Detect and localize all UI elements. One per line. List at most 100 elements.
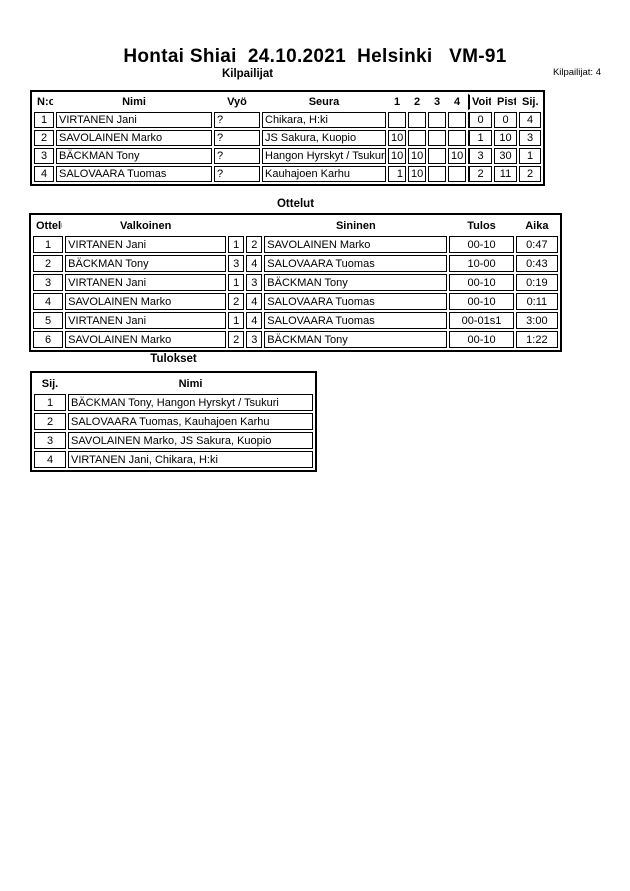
col-header-sininen: Sininen	[335, 219, 376, 232]
cell-tulos: 10-00	[449, 255, 514, 272]
cell-match-3	[428, 166, 446, 182]
cell-nimi: SALOVAARA Tuomas	[56, 166, 212, 182]
cell-no: 2	[34, 130, 54, 146]
match-row: 3 VIRTANEN Jani 1 3 BÄCKMAN Tony 00-10 0…	[33, 274, 558, 291]
cell-voit: 0	[468, 112, 492, 128]
result-row: 2 SALOVAARA Tuomas, Kauhajoen Karhu	[34, 413, 313, 430]
cell-match-4	[448, 130, 466, 146]
matches-section-title: Ottelut	[276, 198, 315, 210]
cell-pist: 11	[494, 166, 517, 182]
cell-white-number: 1	[228, 236, 245, 253]
cell-no: 4	[34, 166, 54, 182]
cell-white-name: VIRTANEN Jani	[65, 274, 227, 291]
results-header-row: Sij. Nimi	[34, 375, 313, 392]
cell-tulos: 00-10	[449, 274, 514, 291]
competitors-section-title: Kilpailijat	[221, 68, 274, 80]
cell-no: 1	[34, 112, 54, 128]
cell-blue-number: 2	[246, 236, 263, 253]
cell-match-no: 5	[33, 312, 64, 329]
col-header-match-2: 2	[413, 96, 421, 108]
cell-match-3	[428, 130, 446, 146]
cell-voit: 3	[468, 148, 492, 164]
cell-nimi: SALOVAARA Tuomas, Kauhajoen Karhu	[68, 413, 313, 430]
cell-aika: 0:19	[515, 274, 558, 291]
cell-match-1	[388, 112, 406, 128]
col-header-vyo: Vyö	[227, 96, 247, 108]
cell-white-number: 1	[228, 274, 245, 291]
cell-match-no: 4	[33, 293, 64, 310]
results-section-title: Tulokset	[150, 353, 197, 365]
match-row: 6 SAVOLAINEN Marko 2 3 BÄCKMAN Tony 00-1…	[33, 331, 558, 348]
cell-tulos: 00-01s1	[449, 312, 514, 329]
cell-pist: 30	[494, 148, 517, 164]
competitor-row: 1 VIRTANEN Jani ? Chikara, H:ki 0 0 4	[34, 112, 541, 128]
cell-nimi: VIRTANEN Jani, Chikara, H:ki	[68, 451, 313, 468]
col-header-seura: Seura	[308, 96, 340, 108]
match-row: 5 VIRTANEN Jani 1 4 SALOVAARA Tuomas 00-…	[33, 312, 558, 329]
cell-aika: 0:11	[515, 293, 558, 310]
cell-match-3	[428, 148, 446, 164]
cell-match-no: 1	[33, 236, 64, 253]
cell-white-name: VIRTANEN Jani	[65, 236, 227, 253]
cell-pist: 0	[494, 112, 517, 128]
cell-blue-number: 4	[246, 255, 263, 272]
cell-no: 3	[34, 148, 54, 164]
cell-match-1: 10	[388, 148, 406, 164]
cell-match-2: 10	[408, 166, 426, 182]
col-header-valkoinen: Valkoinen	[119, 219, 172, 232]
col-header-nimi: Nimi	[178, 377, 203, 390]
competitor-row: 3 BÄCKMAN Tony ? Hangon Hyrskyt / Tsukur…	[34, 148, 541, 164]
cell-tulos: 00-10	[449, 236, 514, 253]
cell-match-4	[448, 166, 466, 182]
col-header-nimi: Nimi	[122, 96, 146, 108]
cell-match-no: 6	[33, 331, 64, 348]
col-header-match-3: 3	[433, 96, 441, 108]
cell-nimi: SAVOLAINEN Marko, JS Sakura, Kuopio	[68, 432, 313, 449]
cell-match-2	[408, 130, 426, 146]
cell-blue-number: 4	[246, 312, 263, 329]
cell-seura: Chikara, H:ki	[262, 112, 386, 128]
cell-blue-number: 3	[246, 331, 263, 348]
cell-white-number: 2	[228, 331, 245, 348]
cell-blue-number: 3	[246, 274, 263, 291]
cell-tulos: 00-10	[449, 293, 514, 310]
results-table: Sij. Nimi 1 BÄCKMAN Tony, Hangon Hyrskyt…	[30, 371, 317, 472]
cell-sij: 3	[34, 432, 66, 449]
competitors-header-row: N:o Nimi Vyö Seura 1 2 3 4 Voit. Pist. S…	[34, 94, 541, 110]
cell-match-no: 2	[33, 255, 64, 272]
cell-match-no: 3	[33, 274, 64, 291]
matches-table: Ottelu Valkoinen Sininen Tulos Aika 1 VI…	[29, 213, 562, 352]
cell-white-number: 2	[228, 293, 245, 310]
cell-white-name: VIRTANEN Jani	[65, 312, 227, 329]
cell-tulos: 00-10	[449, 331, 514, 348]
cell-nimi: SAVOLAINEN Marko	[56, 130, 212, 146]
cell-aika: 0:43	[515, 255, 558, 272]
cell-vyo: ?	[214, 166, 260, 182]
col-header-match-1: 1	[393, 96, 401, 108]
result-row: 4 VIRTANEN Jani, Chikara, H:ki	[34, 451, 313, 468]
cell-blue-name: SAVOLAINEN Marko	[264, 236, 448, 253]
cell-vyo: ?	[214, 130, 260, 146]
col-header-white-number	[228, 217, 244, 234]
competitor-row: 4 SALOVAARA Tuomas ? Kauhajoen Karhu 1 1…	[34, 166, 541, 182]
cell-nimi: BÄCKMAN Tony	[56, 148, 212, 164]
cell-blue-name: BÄCKMAN Tony	[264, 331, 448, 348]
competitors-count-label: Kilpailijat: 4	[552, 67, 601, 78]
matches-header-row: Ottelu Valkoinen Sininen Tulos Aika	[33, 217, 558, 234]
cell-aika: 0:47	[515, 236, 558, 253]
col-header-tulos: Tulos	[467, 219, 496, 232]
col-header-no: N:o	[37, 96, 54, 108]
match-row: 1 VIRTANEN Jani 1 2 SAVOLAINEN Marko 00-…	[33, 236, 558, 253]
col-header-aika: Aika	[525, 219, 549, 232]
match-row: 2 BÄCKMAN Tony 3 4 SALOVAARA Tuomas 10-0…	[33, 255, 558, 272]
cell-match-3	[428, 112, 446, 128]
cell-white-name: SAVOLAINEN Marko	[65, 293, 227, 310]
col-header-blue-number	[246, 217, 262, 234]
page-title: Hontai Shiai 24.10.2021 Helsinki VM-91	[123, 46, 507, 67]
cell-match-2	[408, 112, 426, 128]
cell-blue-name: SALOVAARA Tuomas	[264, 312, 448, 329]
cell-aika: 3:00	[515, 312, 558, 329]
cell-sij: 1	[34, 394, 66, 411]
cell-vyo: ?	[214, 148, 260, 164]
cell-match-1: 10	[388, 130, 406, 146]
